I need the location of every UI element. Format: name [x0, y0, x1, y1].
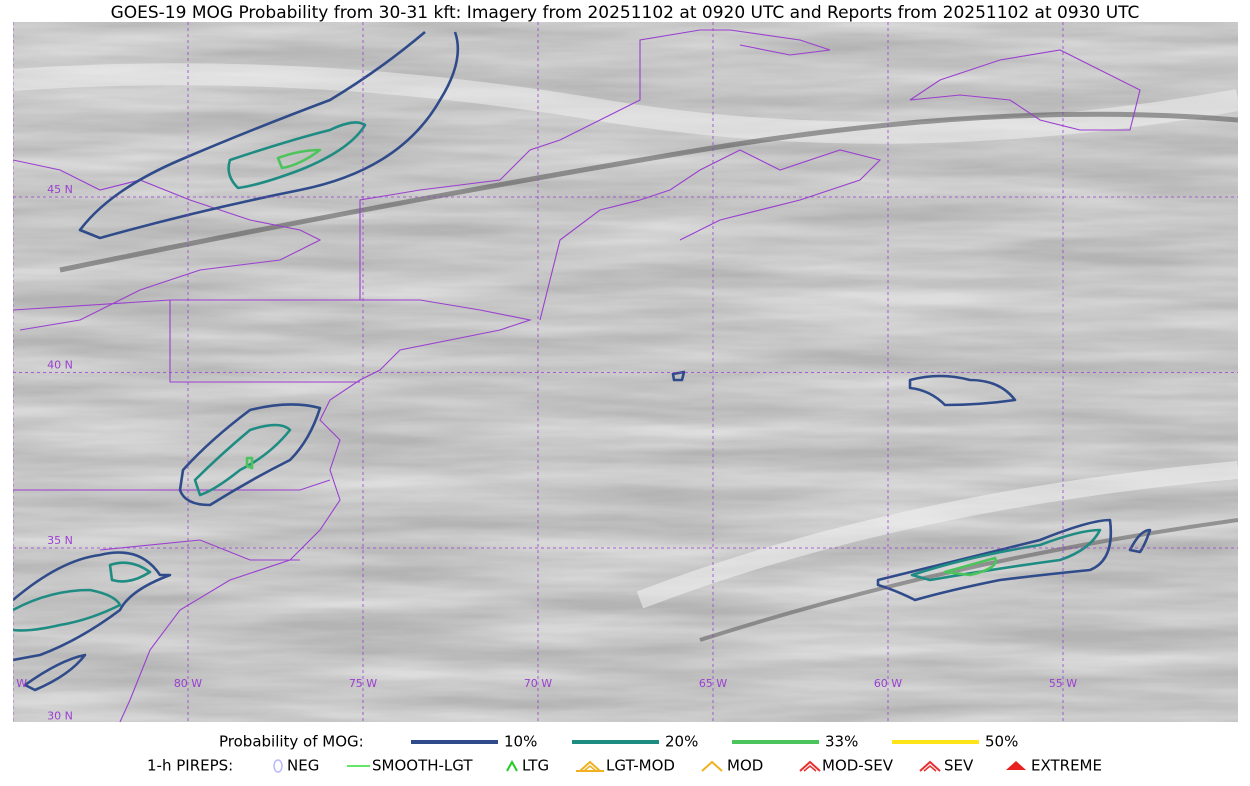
mog-contours: [13, 31, 1152, 692]
legend-label: EXTREME: [1031, 757, 1102, 775]
imagery-texture: [13, 22, 1238, 722]
legend-label: NEG: [287, 757, 319, 775]
pirep-icon: [506, 759, 518, 772]
dark-band: [699, 518, 1238, 642]
pirep-icon: [799, 760, 821, 772]
pirep-icon: [1006, 761, 1026, 770]
cloud-band: [13, 63, 1238, 144]
dark-band: [59, 111, 1238, 273]
legend-label: LTG: [522, 757, 549, 775]
pirep-icon: [701, 760, 723, 772]
pirep-icon: [923, 765, 937, 772]
legend-label: 10%: [504, 733, 537, 751]
pirep-icon: [583, 765, 597, 772]
cloud-band: [636, 461, 1238, 609]
pirep-icon: [273, 759, 283, 773]
legend: Probability of MOG: 10% 20% 33% 50% 1-h PIREP…: [147, 733, 1102, 775]
legend-label: 50%: [985, 733, 1018, 751]
legend-label: LGT-MOD: [606, 757, 675, 775]
legend-label: SEV: [944, 757, 974, 775]
longitude-label: 60 W: [874, 677, 902, 690]
longitude-label: 75 W: [349, 677, 377, 690]
legend-label: SMOOTH-LGT: [372, 757, 473, 775]
latitude-label: 35 N: [47, 534, 73, 547]
legend-heading: 1-h PIREPS:: [147, 757, 233, 775]
longitude-label: 80 W: [174, 677, 202, 690]
longitude-label: 65 W: [699, 677, 727, 690]
latitude-label: 45 N: [47, 183, 73, 196]
legend-heading: Probability of MOG:: [219, 733, 364, 751]
latitude-label: 40 N: [47, 359, 73, 372]
pirep-icon: [919, 760, 941, 772]
map-title: GOES-19 MOG Probability from 30-31 kft: …: [111, 3, 1140, 23]
legend-label: MOD: [727, 757, 763, 775]
coastlines: [13, 29, 1141, 722]
longitude-label: 70 W: [524, 677, 552, 690]
longitude-label: 55 W: [1049, 677, 1077, 690]
legend-label: 33%: [825, 733, 858, 751]
legend-label: MOD-SEV: [822, 757, 894, 775]
graticule: 85 W 80 W 75 W 70 W 65 W 60 W 55 W 45 N 40 N 35 N…: [0, 22, 1238, 723]
legend-label: 20%: [665, 733, 698, 751]
pirep-icon: [579, 760, 601, 772]
latitude-label: 30 N: [47, 710, 73, 723]
map-area: 85 W 80 W 75 W 70 W 65 W 60 W 55 W 45 N 40 N 35 N…: [0, 22, 1238, 723]
longitude-label: 85 W: [0, 677, 27, 690]
pirep-icon: [803, 765, 817, 772]
